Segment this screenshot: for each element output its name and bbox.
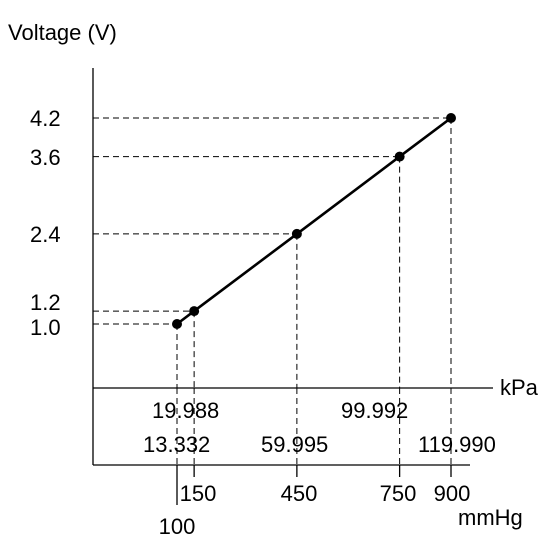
y-tick-label: 1.0 (30, 315, 61, 340)
y-axis-title: Voltage (V) (8, 20, 117, 45)
mmhg-tick-label: 100 (159, 514, 196, 539)
mmhg-tick-marks (176, 465, 452, 505)
data-point (291, 228, 302, 239)
mmhg-tick-label: 900 (434, 481, 471, 506)
y-tick-label: 2.4 (30, 222, 61, 247)
data-point (446, 113, 456, 123)
mmhg-tick-label: 750 (380, 481, 417, 506)
kpa-tick-label: 119.990 (418, 432, 496, 457)
mmhg-unit-label: mmHg (458, 505, 523, 530)
mmhg-tick-label: 150 (180, 481, 217, 506)
kpa-tick-label: 99.992 (341, 398, 408, 423)
series-line-group (176, 116, 452, 326)
data-points (172, 113, 456, 329)
series-line (176, 116, 452, 326)
data-point (172, 319, 182, 329)
guide-lines (93, 117, 452, 465)
data-point (189, 306, 200, 317)
y-tick-label: 1.2 (30, 290, 61, 315)
kpa-tick-label: 19.988 (152, 398, 219, 423)
kpa-tick-label: 59.995 (261, 432, 328, 457)
y-tick-label: 3.6 (30, 145, 61, 170)
kpa-unit-label: kPa (500, 375, 539, 400)
y-tick-label: 4.2 (30, 106, 61, 131)
mmhg-tick-label: 450 (281, 481, 318, 506)
data-point (394, 151, 405, 162)
